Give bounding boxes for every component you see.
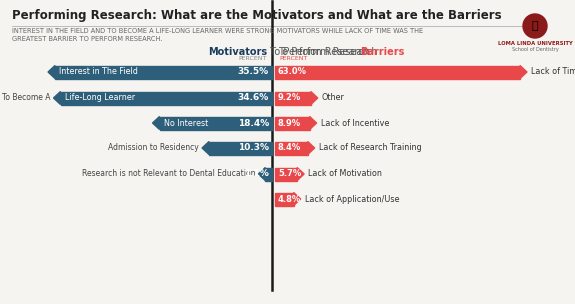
Text: 34.6%: 34.6% [237, 94, 269, 102]
Polygon shape [310, 92, 318, 105]
Text: INTEREST IN THE FIELD AND TO BECOME A LIFE-LONG LEARNER WERE STRONG MOTIVATORS W: INTEREST IN THE FIELD AND TO BECOME A LI… [12, 28, 423, 42]
Text: Interest in The Field: Interest in The Field [59, 67, 138, 77]
Bar [60, 92, 272, 105]
Text: 63.0%: 63.0% [278, 67, 307, 77]
Text: School of Dentistry: School of Dentistry [512, 47, 558, 52]
Polygon shape [152, 116, 159, 130]
Text: 35.5%: 35.5% [238, 67, 269, 77]
Polygon shape [308, 141, 315, 154]
Text: Lack of Motivation: Lack of Motivation [308, 170, 382, 178]
Text: To Perform Research: To Perform Research [267, 47, 370, 57]
Polygon shape [520, 65, 527, 78]
Circle shape [523, 14, 547, 38]
Text: 18.4%: 18.4% [237, 119, 269, 127]
Polygon shape [258, 168, 265, 181]
Text: 9.2%: 9.2% [278, 94, 301, 102]
Bar [275, 65, 520, 78]
Text: Barriers: Barriers [360, 47, 404, 57]
Text: PERCENT: PERCENT [239, 56, 267, 61]
Text: PERCENT: PERCENT [279, 56, 308, 61]
Text: LOMA LINDA UNIVERSITY: LOMA LINDA UNIVERSITY [497, 41, 572, 46]
Text: No Interest: No Interest [163, 119, 208, 127]
Polygon shape [297, 168, 304, 181]
Bar [55, 65, 272, 78]
Text: Lack of Time: Lack of Time [531, 67, 575, 77]
Text: 1.1%: 1.1% [244, 170, 269, 178]
Text: 4.8%: 4.8% [278, 195, 301, 203]
Text: 🦷: 🦷 [532, 21, 538, 31]
Bar [275, 116, 309, 130]
Polygon shape [53, 92, 60, 105]
Bar [159, 116, 272, 130]
Bar [275, 141, 308, 154]
Bar [275, 192, 294, 206]
Polygon shape [48, 65, 55, 78]
Polygon shape [294, 192, 301, 206]
Text: Performing Research: What are the Motivators and What are the Barriers: Performing Research: What are the Motiva… [12, 9, 501, 22]
Text: To Become A: To Become A [2, 94, 51, 102]
Text: 8.4%: 8.4% [278, 143, 301, 153]
Bar [275, 92, 310, 105]
Text: 5.7%: 5.7% [278, 170, 301, 178]
Polygon shape [202, 141, 209, 154]
Text: Lack of Research Training: Lack of Research Training [319, 143, 421, 153]
Text: 10.3%: 10.3% [238, 143, 269, 153]
Text: Lack of Incentive: Lack of Incentive [321, 119, 389, 127]
Text: Motivators: Motivators [208, 47, 267, 57]
Text: Life-Long Learner: Life-Long Learner [64, 94, 135, 102]
Text: Research is not Relevant to Dental Education: Research is not Relevant to Dental Educa… [82, 170, 255, 178]
Text: Admission to Residency: Admission to Residency [108, 143, 199, 153]
Text: Other: Other [322, 94, 344, 102]
Polygon shape [309, 116, 317, 130]
Bar [209, 141, 272, 154]
Text: Lack of Application/Use: Lack of Application/Use [305, 195, 399, 203]
Bar [265, 168, 272, 181]
Bar [275, 168, 297, 181]
Text: To Perform Research: To Perform Research [278, 47, 381, 57]
Text: 8.9%: 8.9% [278, 119, 301, 127]
